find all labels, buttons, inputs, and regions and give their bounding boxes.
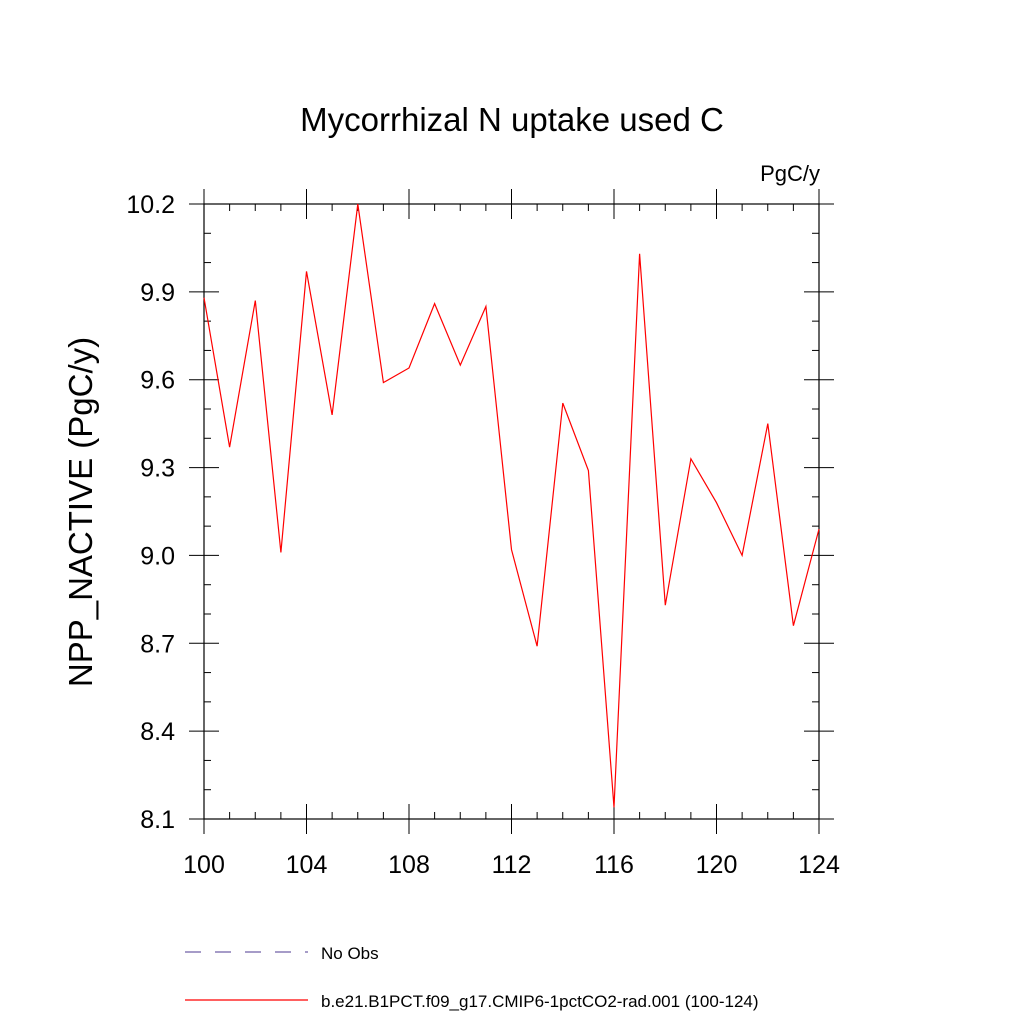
y-tick-label: 9.6 <box>140 367 175 395</box>
x-tick-label: 112 <box>492 851 532 879</box>
x-tick-label: 124 <box>798 851 840 879</box>
units-label: PgC/y <box>760 161 820 186</box>
y-tick-label: 8.4 <box>140 718 175 746</box>
x-tick-label: 100 <box>183 851 225 879</box>
series-layer <box>203 203 820 808</box>
y-tick-label: 10.2 <box>126 191 175 219</box>
tick-labels: 100 104 108 112 116 120 124 8.1 8.4 8.7 9.0 9.3 9.6 9… <box>126 191 840 879</box>
y-tick-label: 9.9 <box>140 279 175 307</box>
legend-label: b.e21.B1PCT.f09_g17.CMIP6-1pctCO2-rad.00… <box>321 992 759 1011</box>
y-axis-label: NPP_NACTIVE (PgC/y) <box>62 337 99 687</box>
plot-frame <box>203 203 820 820</box>
x-tick-label: 108 <box>388 851 430 879</box>
x-tick-label: 116 <box>594 851 634 879</box>
axis-ticks <box>189 189 834 834</box>
legend-label: No Obs <box>321 944 379 963</box>
y-tick-label: 8.7 <box>140 630 175 658</box>
legend: No Obs b.e21.B1PCT.f09_g17.CMIP6-1pctCO2-… <box>185 944 759 1011</box>
y-tick-label: 9.3 <box>140 455 175 483</box>
series-line <box>203 203 820 808</box>
y-tick-label: 8.1 <box>140 806 175 834</box>
x-tick-label: 120 <box>696 851 738 879</box>
x-tick-label: 104 <box>286 851 328 879</box>
y-tick-label: 9.0 <box>140 542 175 570</box>
chart-title: Mycorrhizal N uptake used C <box>300 101 724 138</box>
